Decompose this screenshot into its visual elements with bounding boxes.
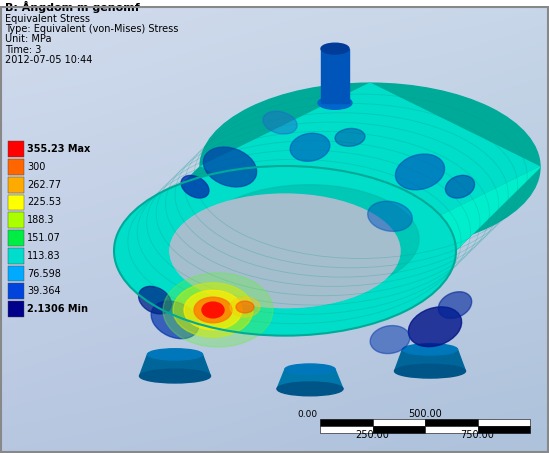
Bar (478, 426, 530, 433)
Ellipse shape (255, 110, 485, 224)
Polygon shape (285, 167, 540, 335)
Ellipse shape (277, 382, 343, 396)
Ellipse shape (173, 283, 253, 337)
Ellipse shape (445, 175, 474, 198)
Bar (425, 419, 478, 426)
Ellipse shape (438, 292, 472, 318)
Ellipse shape (200, 83, 540, 251)
Ellipse shape (170, 194, 400, 308)
Ellipse shape (194, 297, 232, 323)
Polygon shape (277, 369, 343, 389)
Text: 225.53: 225.53 (27, 198, 61, 207)
Polygon shape (115, 83, 540, 251)
Ellipse shape (285, 364, 335, 374)
Bar (320, 419, 373, 426)
Ellipse shape (408, 307, 462, 347)
Bar (8, 230, 24, 246)
Ellipse shape (181, 175, 209, 198)
Ellipse shape (184, 290, 242, 330)
Text: 0.00: 0.00 (297, 410, 317, 419)
Text: 151.07: 151.07 (27, 233, 61, 243)
Ellipse shape (395, 154, 445, 190)
Text: Time: 3: Time: 3 (5, 44, 41, 54)
Text: 2012-07-05 10:44: 2012-07-05 10:44 (5, 55, 92, 65)
Bar (321, 48, 349, 103)
Text: Equivalent Stress: Equivalent Stress (5, 14, 90, 24)
Ellipse shape (151, 301, 199, 339)
Text: 188.3: 188.3 (27, 215, 54, 225)
Text: 113.83: 113.83 (27, 251, 60, 261)
Text: Type: Equivalent (von-Mises) Stress: Type: Equivalent (von-Mises) Stress (5, 24, 178, 34)
Text: B: Ångdom m genomf: B: Ångdom m genomf (5, 1, 140, 13)
Ellipse shape (170, 194, 400, 308)
Text: 262.77: 262.77 (27, 180, 61, 190)
Ellipse shape (139, 369, 210, 383)
Bar (425, 426, 478, 433)
Bar (320, 426, 373, 433)
Bar (8, 301, 24, 317)
Ellipse shape (368, 201, 412, 231)
Bar (8, 212, 24, 228)
Ellipse shape (203, 147, 256, 187)
Ellipse shape (115, 167, 455, 335)
Text: 250.00: 250.00 (356, 430, 389, 440)
Ellipse shape (148, 349, 203, 360)
Ellipse shape (290, 133, 330, 161)
Ellipse shape (163, 273, 273, 347)
Ellipse shape (321, 43, 349, 54)
Bar (8, 177, 24, 193)
Ellipse shape (263, 111, 297, 134)
Text: 300: 300 (27, 162, 46, 172)
Ellipse shape (395, 364, 466, 378)
Ellipse shape (138, 286, 171, 314)
Ellipse shape (318, 96, 352, 109)
Polygon shape (115, 167, 540, 335)
Ellipse shape (236, 301, 254, 313)
Text: 39.364: 39.364 (27, 286, 60, 296)
Text: 76.598: 76.598 (27, 269, 61, 279)
Polygon shape (395, 349, 466, 371)
Bar (478, 419, 530, 426)
Bar (8, 195, 24, 210)
Bar (8, 284, 24, 299)
Ellipse shape (402, 344, 457, 355)
Text: 750.00: 750.00 (461, 430, 495, 440)
Ellipse shape (199, 185, 419, 293)
Bar (373, 426, 425, 433)
Bar (373, 419, 425, 426)
Bar (8, 248, 24, 264)
Bar (8, 265, 24, 281)
Bar (8, 159, 24, 175)
Bar (8, 141, 24, 157)
Polygon shape (139, 354, 210, 376)
Ellipse shape (335, 129, 365, 146)
Text: 2.1306 Min: 2.1306 Min (27, 304, 88, 314)
Text: Unit: MPa: Unit: MPa (5, 34, 52, 44)
Ellipse shape (202, 302, 224, 318)
Text: 500.00: 500.00 (408, 409, 442, 419)
Ellipse shape (370, 326, 410, 354)
Text: 355.23 Max: 355.23 Max (27, 144, 90, 154)
Ellipse shape (230, 297, 260, 317)
